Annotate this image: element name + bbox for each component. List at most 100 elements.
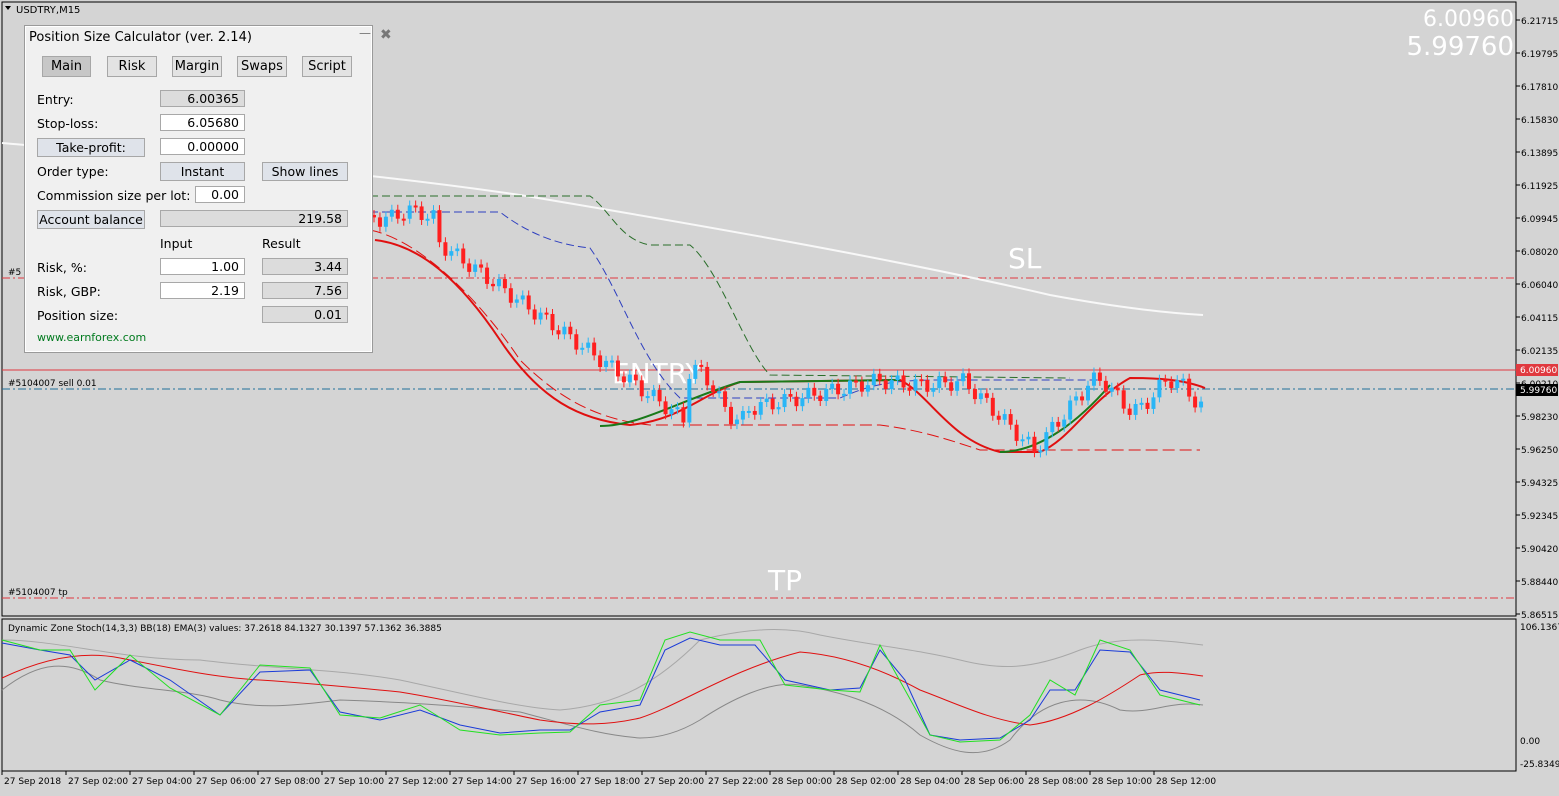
price-axis-label: 5.92345 <box>1521 512 1558 522</box>
candle-body <box>889 380 894 390</box>
candle-body <box>615 360 620 377</box>
price-axis-label: 6.06040 <box>1521 281 1558 291</box>
candle-body <box>931 387 936 392</box>
candle-body <box>1008 414 1013 425</box>
sl-line-label: #5 <box>8 268 21 278</box>
candle-body <box>1014 424 1019 441</box>
candle-body <box>1086 385 1090 401</box>
take-profit-button[interactable]: Take-profit: <box>37 138 145 157</box>
candle-body <box>663 401 668 415</box>
candle-body <box>895 375 900 381</box>
candle-body <box>717 391 722 394</box>
candle-body <box>604 360 609 367</box>
tp-line-label: #5104007 tp <box>8 588 68 598</box>
candle-body <box>657 389 662 402</box>
candle-body <box>865 385 870 392</box>
sl-label: SL <box>1008 242 1042 275</box>
tab-swaps[interactable]: Swaps <box>237 56 287 77</box>
time-axis-label: 27 Sep 2018 <box>4 777 61 787</box>
candle-body <box>842 393 847 396</box>
candle-body <box>1115 387 1120 391</box>
risk-gbp-result: 7.56 <box>262 282 348 299</box>
price-axis-label: 6.15830 <box>1521 116 1558 126</box>
candle-body <box>913 379 918 391</box>
minimize-icon[interactable]: — <box>359 26 371 40</box>
symbol-menu-icon[interactable] <box>5 6 11 10</box>
candle-body <box>699 364 704 367</box>
tab-margin[interactable]: Margin <box>172 56 222 77</box>
candle-body <box>770 398 775 410</box>
candle-body <box>1062 419 1067 427</box>
bid-price-display: 5.99760 <box>1406 32 1514 62</box>
commission-field[interactable]: 0.00 <box>195 186 245 203</box>
candle-body <box>550 313 555 331</box>
show-lines-button[interactable]: Show lines <box>262 162 348 181</box>
candle-body <box>859 381 864 392</box>
order-type-label: Order type: <box>37 164 109 179</box>
candle-body <box>425 218 430 221</box>
candle-body <box>598 355 603 367</box>
candle-body <box>848 380 852 394</box>
close-icon[interactable]: ✖ <box>380 27 392 43</box>
candle-body <box>681 407 686 423</box>
bid-tag-bg <box>1516 384 1558 396</box>
price-axis: 6.21715 6.19795 6.17810 6.15830 6.13895 6.119… <box>1516 17 1558 621</box>
candle-body <box>645 396 650 399</box>
candle-body <box>544 312 549 315</box>
candle-body <box>467 263 472 272</box>
take-profit-field[interactable]: 0.00000 <box>160 138 245 155</box>
candle-body <box>1050 421 1055 433</box>
candle-body <box>627 374 632 383</box>
position-size-calculator-panel[interactable]: Position Size Calculator (ver. 2.14) — ✖… <box>24 25 392 353</box>
candle-body <box>836 383 841 395</box>
risk-gbp-input[interactable]: 2.19 <box>160 282 245 299</box>
stop-loss-field[interactable]: 6.05680 <box>160 114 245 131</box>
candle-body <box>1091 372 1096 386</box>
candle-body <box>639 380 644 397</box>
price-axis-label: 6.17810 <box>1521 83 1558 93</box>
candle-body <box>1151 397 1156 409</box>
candle-body <box>586 342 591 348</box>
candle-body <box>752 410 757 415</box>
candle-body <box>395 209 400 219</box>
price-axis-label: 6.19795 <box>1521 50 1558 60</box>
price-axis-label: 6.02135 <box>1521 347 1558 357</box>
candle-body <box>1133 404 1138 415</box>
tab-main[interactable]: Main <box>42 56 91 77</box>
candle-body <box>1038 450 1043 453</box>
earnforex-link[interactable]: www.earnforex.com <box>37 331 147 344</box>
candle-body <box>972 388 977 400</box>
risk-gbp-label: Risk, GBP: <box>37 284 101 299</box>
input-header: Input <box>160 236 193 251</box>
price-axis-label: 6.11925 <box>1521 182 1558 192</box>
order-type-button[interactable]: Instant <box>160 162 245 181</box>
candle-body <box>479 264 484 268</box>
candle-body <box>1181 378 1186 381</box>
candle-body <box>1032 436 1037 453</box>
account-balance-field[interactable]: 219.58 <box>160 210 348 227</box>
entry-field[interactable]: 6.00365 <box>160 90 245 107</box>
candle-body <box>502 279 507 289</box>
candle-body <box>1187 378 1192 397</box>
risk-percent-input[interactable]: 1.00 <box>160 258 245 275</box>
tab-risk[interactable]: Risk <box>107 56 157 77</box>
candle-body <box>621 376 626 383</box>
tab-script[interactable]: Script <box>302 56 352 77</box>
candle-body <box>949 382 954 391</box>
candle-body <box>1074 396 1079 401</box>
price-axis-label: 6.08020 <box>1521 248 1558 258</box>
candle-body <box>443 242 448 256</box>
account-balance-button[interactable]: Account balance <box>37 210 145 229</box>
time-axis-label: 28 Sep 00:00 <box>772 777 832 787</box>
time-axis-label: 27 Sep 06:00 <box>196 777 256 787</box>
candle-body <box>1044 432 1049 451</box>
commission-label: Commission size per lot: <box>37 188 191 203</box>
candle-body <box>925 379 930 392</box>
candle-body <box>818 395 823 402</box>
candle-body <box>919 379 924 382</box>
indicator-pane[interactable] <box>1 618 1517 772</box>
time-axis-label: 28 Sep 04:00 <box>900 777 960 787</box>
time-axis-label: 27 Sep 08:00 <box>260 777 320 787</box>
